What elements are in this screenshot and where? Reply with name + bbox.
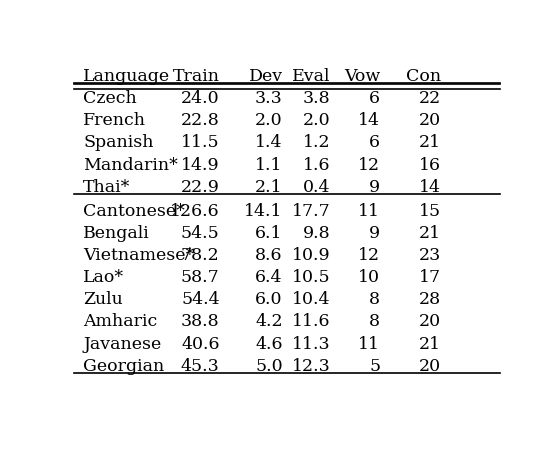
Text: 20: 20 <box>419 357 441 374</box>
Text: 54.4: 54.4 <box>181 291 220 308</box>
Text: 14.1: 14.1 <box>244 202 283 220</box>
Text: 4.6: 4.6 <box>255 335 283 352</box>
Text: 54.5: 54.5 <box>181 225 220 242</box>
Text: 12.3: 12.3 <box>292 357 330 374</box>
Text: Mandarin*: Mandarin* <box>83 156 178 173</box>
Text: Lao*: Lao* <box>83 269 124 285</box>
Text: 2.0: 2.0 <box>303 112 330 129</box>
Text: 38.8: 38.8 <box>181 313 220 330</box>
Text: 6: 6 <box>369 90 380 107</box>
Text: Vow: Vow <box>344 68 380 85</box>
Text: 1.6: 1.6 <box>303 156 330 173</box>
Text: 12: 12 <box>358 247 380 263</box>
Text: 6.0: 6.0 <box>255 291 283 308</box>
Text: 1.2: 1.2 <box>303 134 330 151</box>
Text: 15: 15 <box>419 202 441 220</box>
Text: 1.1: 1.1 <box>255 156 283 173</box>
Text: 8: 8 <box>369 313 380 330</box>
Text: 11.5: 11.5 <box>181 134 220 151</box>
Text: 3.8: 3.8 <box>303 90 330 107</box>
Text: 9: 9 <box>369 178 380 195</box>
Text: Javanese: Javanese <box>83 335 161 352</box>
Text: 16: 16 <box>419 156 441 173</box>
Text: 9.8: 9.8 <box>303 225 330 242</box>
Text: French: French <box>83 112 146 129</box>
Text: Con: Con <box>406 68 441 85</box>
Text: 78.2: 78.2 <box>181 247 220 263</box>
Text: Vietnamese*: Vietnamese* <box>83 247 194 263</box>
Text: Amharic: Amharic <box>83 313 157 330</box>
Text: 10: 10 <box>358 269 380 285</box>
Text: Zulu: Zulu <box>83 291 123 308</box>
Text: 20: 20 <box>419 112 441 129</box>
Text: Czech: Czech <box>83 90 137 107</box>
Text: 2.1: 2.1 <box>255 178 283 195</box>
Text: 5: 5 <box>369 357 380 374</box>
Text: Eval: Eval <box>292 68 330 85</box>
Text: 20: 20 <box>419 313 441 330</box>
Text: Bengali: Bengali <box>83 225 150 242</box>
Text: 10.9: 10.9 <box>292 247 330 263</box>
Text: 5.0: 5.0 <box>255 357 283 374</box>
Text: Thai*: Thai* <box>83 178 130 195</box>
Text: 11.6: 11.6 <box>292 313 330 330</box>
Text: 12: 12 <box>358 156 380 173</box>
Text: Train: Train <box>172 68 220 85</box>
Text: 0.4: 0.4 <box>303 178 330 195</box>
Text: 3.3: 3.3 <box>255 90 283 107</box>
Text: 10.5: 10.5 <box>292 269 330 285</box>
Text: 14: 14 <box>419 178 441 195</box>
Text: 28: 28 <box>419 291 441 308</box>
Text: 6: 6 <box>369 134 380 151</box>
Text: 8: 8 <box>369 291 380 308</box>
Text: 22.8: 22.8 <box>181 112 220 129</box>
Text: Georgian: Georgian <box>83 357 164 374</box>
Text: Spanish: Spanish <box>83 134 153 151</box>
Text: 40.6: 40.6 <box>181 335 220 352</box>
Text: 45.3: 45.3 <box>181 357 220 374</box>
Text: 9: 9 <box>369 225 380 242</box>
Text: 8.6: 8.6 <box>255 247 283 263</box>
Text: 17.7: 17.7 <box>292 202 330 220</box>
Text: 10.4: 10.4 <box>292 291 330 308</box>
Text: 4.2: 4.2 <box>255 313 283 330</box>
Text: 14: 14 <box>358 112 380 129</box>
Text: Cantonese*: Cantonese* <box>83 202 185 220</box>
Text: 11: 11 <box>358 335 380 352</box>
Text: 17: 17 <box>419 269 441 285</box>
Text: 6.4: 6.4 <box>255 269 283 285</box>
Text: Dev: Dev <box>249 68 283 85</box>
Text: 6.1: 6.1 <box>255 225 283 242</box>
Text: 58.7: 58.7 <box>181 269 220 285</box>
Text: 11: 11 <box>358 202 380 220</box>
Text: 22.9: 22.9 <box>181 178 220 195</box>
Text: 11.3: 11.3 <box>292 335 330 352</box>
Text: 24.0: 24.0 <box>181 90 220 107</box>
Text: Language: Language <box>83 68 170 85</box>
Text: 1.4: 1.4 <box>255 134 283 151</box>
Text: 2.0: 2.0 <box>255 112 283 129</box>
Text: 21: 21 <box>419 225 441 242</box>
Text: 21: 21 <box>419 335 441 352</box>
Text: 14.9: 14.9 <box>181 156 220 173</box>
Text: 22: 22 <box>419 90 441 107</box>
Text: 126.6: 126.6 <box>170 202 220 220</box>
Text: 21: 21 <box>419 134 441 151</box>
Text: 23: 23 <box>419 247 441 263</box>
